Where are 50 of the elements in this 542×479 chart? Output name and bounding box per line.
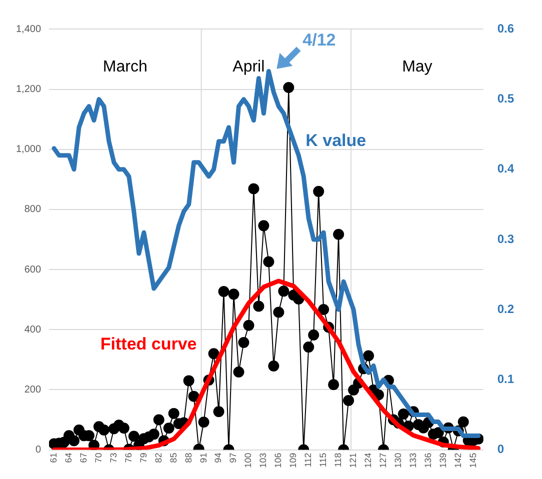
x-tick-label: 85 bbox=[168, 452, 178, 463]
x-tick-label: 118 bbox=[333, 452, 344, 468]
x-tick-label: 130 bbox=[392, 452, 403, 468]
y-tick-label: 600 bbox=[24, 264, 42, 276]
y2-tick-label: 0.1 bbox=[497, 372, 514, 386]
x-tick-label: 61 bbox=[48, 452, 58, 463]
x-tick-label: 70 bbox=[93, 452, 104, 463]
y2-tick-label: 0.4 bbox=[497, 162, 514, 176]
annotation: March bbox=[102, 58, 148, 76]
x-tick-label: 91 bbox=[198, 452, 208, 463]
x-tick-label: 100 bbox=[243, 452, 254, 468]
x-tick-label: 142 bbox=[452, 452, 463, 468]
x-tick-label: 127 bbox=[378, 452, 388, 468]
x-tick-label: 121 bbox=[348, 452, 358, 468]
y-tick-label: 400 bbox=[24, 324, 42, 336]
y-tick-label: 200 bbox=[24, 384, 42, 396]
x-tick-label: 106 bbox=[273, 452, 284, 468]
y2-tick-label: 0.5 bbox=[497, 92, 514, 106]
y-tick-label: 1,200 bbox=[16, 84, 42, 96]
x-tick-label: 103 bbox=[258, 452, 268, 468]
x-tick-label: 145 bbox=[468, 452, 478, 468]
y2-tick-label: 0.3 bbox=[497, 232, 514, 246]
x-tick-label: 88 bbox=[183, 452, 194, 463]
y-tick-label: 800 bbox=[24, 204, 42, 216]
y2-tick-label: 0.6 bbox=[497, 22, 514, 36]
x-tick-label: 133 bbox=[408, 452, 418, 468]
x-tick-label: 64 bbox=[63, 452, 74, 463]
x-tick-label: 76 bbox=[123, 452, 134, 463]
x-tick-label: 67 bbox=[78, 452, 88, 463]
series-label: K value bbox=[306, 131, 366, 150]
series-label: Fitted curve bbox=[100, 334, 197, 354]
annotation: April bbox=[232, 58, 265, 76]
x-tick-label: 97 bbox=[228, 452, 238, 463]
x-tick-label: 124 bbox=[362, 452, 373, 468]
annotation: May bbox=[402, 58, 432, 76]
x-tick-label: 109 bbox=[288, 452, 298, 468]
x-tick-label: 79 bbox=[138, 452, 148, 463]
x-tick-label: 82 bbox=[153, 452, 164, 463]
x-tick-label: 136 bbox=[422, 452, 433, 468]
y2-tick-label: 0 bbox=[497, 442, 504, 456]
x-tick-label: 73 bbox=[108, 452, 118, 463]
x-tick-label: 94 bbox=[213, 452, 224, 463]
x-tick-label: 112 bbox=[303, 452, 314, 468]
y2-tick-label: 0.2 bbox=[497, 302, 514, 316]
y-tick-label: 0 bbox=[35, 444, 42, 456]
y-tick-label: 1,000 bbox=[16, 144, 42, 156]
x-tick-label: 139 bbox=[438, 452, 448, 468]
x-tick-label: 115 bbox=[318, 452, 328, 468]
annotation: 4/12 bbox=[302, 30, 336, 50]
y-tick-label: 1,400 bbox=[16, 24, 42, 35]
